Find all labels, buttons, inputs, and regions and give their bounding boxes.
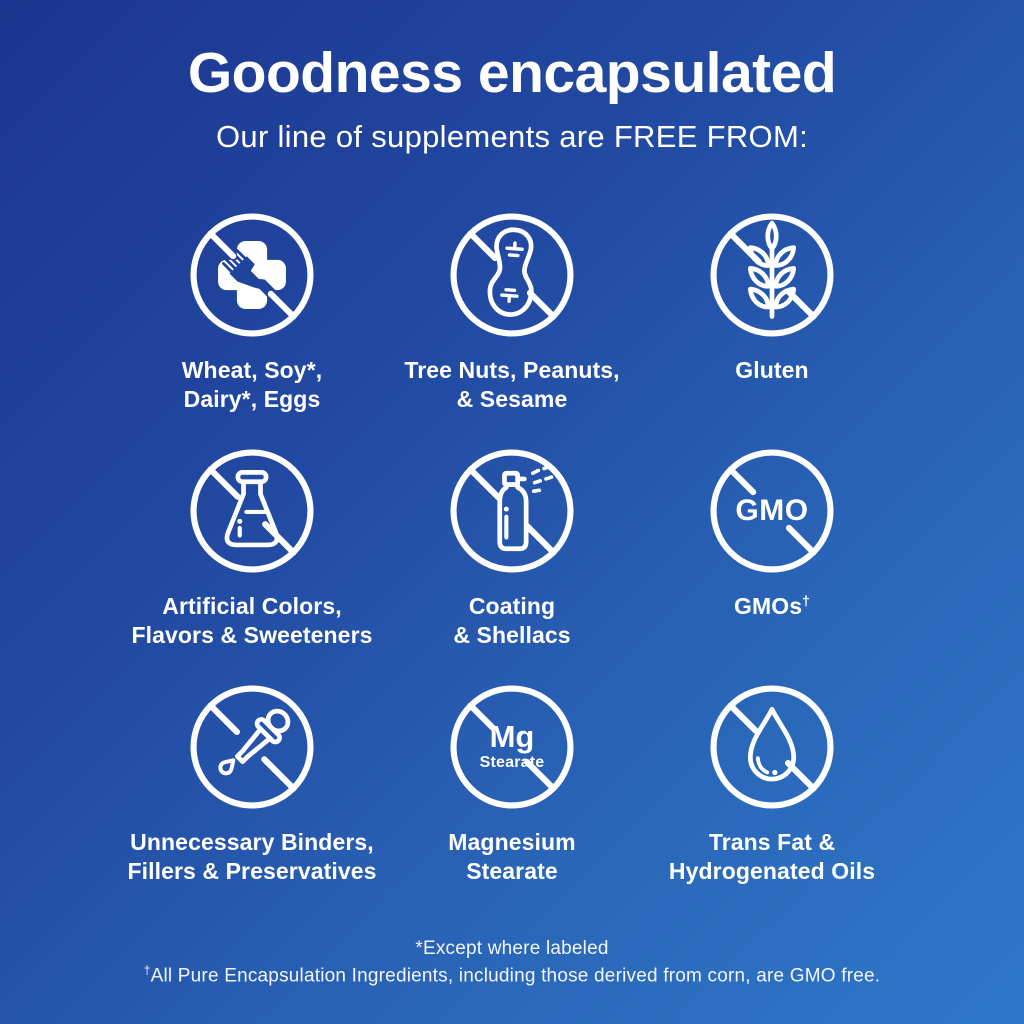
mg-stearate-icon-text: Mg Stearate — [479, 719, 545, 772]
gmo-icon-text: GMO — [735, 493, 809, 527]
no-magnesium-stearate-icon: Mg Stearate — [446, 681, 578, 813]
free-from-item: Coating & Shellacs — [382, 445, 642, 651]
item-caption: Magnesium Stearate — [448, 828, 576, 885]
page-title: Goodness encapsulated — [187, 41, 837, 105]
item-caption: Unnecessary Binders, Fillers & Preservati… — [127, 828, 377, 885]
free-from-item: Wheat, Soy*, Dairy*, Eggs — [122, 209, 382, 415]
no-wheat-soy-dairy-eggs-icon — [186, 209, 318, 341]
page-subtitle: Our line of supplements are FREE FROM: — [216, 118, 808, 154]
no-trans-fat-icon — [706, 681, 838, 813]
free-from-item: GMO GMOs† — [642, 445, 902, 651]
item-caption: Coating & Shellacs — [453, 592, 571, 649]
footnote-dagger: †All Pure Encapsulation Ingredients, inc… — [143, 963, 881, 987]
no-coating-shellacs-icon — [446, 445, 578, 577]
no-artificial-colors-icon — [186, 445, 318, 577]
free-from-item: Gluten — [642, 209, 902, 415]
free-from-grid: Wheat, Soy*, Dairy*, Eggs — [122, 209, 902, 887]
item-caption: Artificial Colors, Flavors & Sweeteners — [131, 592, 373, 649]
item-caption: Wheat, Soy*, Dairy*, Eggs — [181, 356, 323, 413]
free-from-item: Trans Fat & Hydrogenated Oils — [642, 681, 902, 887]
item-caption: Gluten — [735, 356, 809, 383]
item-caption: GMOs† — [733, 592, 811, 619]
free-from-item: Mg Stearate Magnesium Stearate — [382, 681, 642, 887]
free-from-item: Unnecessary Binders, Fillers & Preservati… — [122, 681, 382, 887]
no-tree-nuts-peanuts-sesame-icon — [446, 209, 578, 341]
footnotes: *Except where labeled †All Pure Encapsul… — [144, 935, 881, 990]
footnote-asterisk: *Except where labeled — [415, 937, 609, 959]
no-gluten-icon — [706, 209, 838, 341]
no-gmo-icon: GMO — [706, 445, 838, 577]
item-caption: Tree Nuts, Peanuts, & Sesame — [404, 356, 620, 413]
free-from-item: Tree Nuts, Peanuts, & Sesame — [382, 209, 642, 415]
item-caption: Trans Fat & Hydrogenated Oils — [668, 828, 876, 885]
free-from-item: Artificial Colors, Flavors & Sweeteners — [122, 445, 382, 651]
no-binders-fillers-icon — [186, 681, 318, 813]
